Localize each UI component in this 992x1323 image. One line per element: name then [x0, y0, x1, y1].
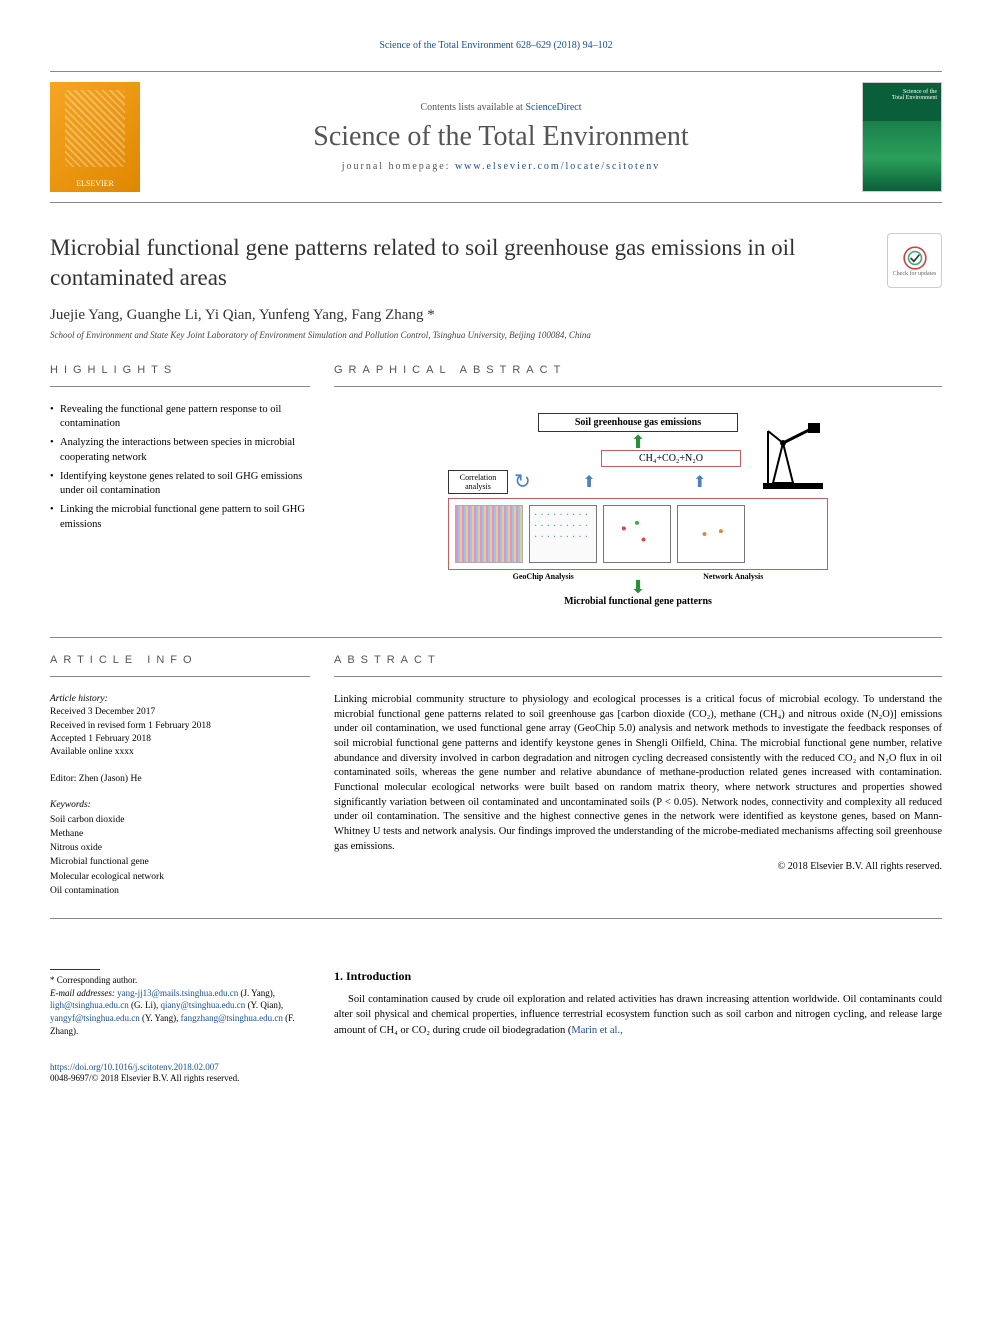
keyword: Molecular ecological network — [50, 870, 310, 884]
email-link[interactable]: yangyf@tsinghua.edu.cn — [50, 1013, 140, 1023]
citation-link[interactable]: Marin et al., — [571, 1025, 622, 1036]
ga-panels-box — [448, 498, 828, 570]
divider — [50, 676, 310, 677]
keyword: Microbial functional gene — [50, 855, 310, 869]
keyword: Oil contamination — [50, 884, 310, 898]
keywords-label: Keywords: — [50, 799, 310, 812]
issn-line: 0048-9697/© 2018 Elsevier B.V. All right… — [50, 1073, 239, 1083]
homepage-link[interactable]: www.elsevier.com/locate/scitotenv — [455, 161, 660, 172]
running-header: Science of the Total Environment 628–629… — [50, 40, 942, 51]
corr-author-label: * Corresponding author. — [50, 974, 310, 987]
publisher-name: ELSEVIER — [76, 179, 114, 188]
journal-masthead: ELSEVIER Contents lists available at Sci… — [50, 71, 942, 203]
masthead-center: Contents lists available at ScienceDirec… — [140, 102, 862, 172]
ga-equation-box: CH₄+CO₂+N₂O — [601, 450, 741, 467]
email-link[interactable]: ligh@tsinghua.edu.cn — [50, 1000, 129, 1010]
ga-panel-network — [603, 505, 671, 563]
divider — [50, 637, 942, 638]
email-link[interactable]: yang-jj13@mails.tsinghua.edu.cn — [117, 988, 238, 998]
email-link[interactable]: qiany@tsinghua.edu.cn — [161, 1000, 246, 1010]
footer-doi-block: https://doi.org/10.1016/j.scitotenv.2018… — [50, 1062, 942, 1085]
contents-list-line: Contents lists available at ScienceDirec… — [140, 102, 862, 113]
ga-panel-network — [677, 505, 745, 563]
article-info: Article history: Received 3 December 201… — [50, 693, 310, 898]
journal-cover-thumb — [862, 82, 942, 192]
email-who: (Y. Qian), — [245, 1000, 283, 1010]
divider — [50, 386, 310, 387]
email-who: (G. Li), — [129, 1000, 161, 1010]
intro-heading: 1. Introduction — [334, 969, 942, 984]
highlight-item: Revealing the functional gene pattern re… — [50, 403, 310, 432]
abstract-text: Linking microbial community structure to… — [334, 693, 942, 855]
keywords-list: Soil carbon dioxide Methane Nitrous oxid… — [50, 813, 310, 899]
divider — [50, 918, 942, 919]
arrow-down-icon: ⬇ — [448, 581, 828, 594]
corresponding-author-block: * Corresponding author. E-mail addresses… — [50, 969, 310, 1038]
elsevier-logo: ELSEVIER — [50, 82, 140, 192]
history-accepted: Accepted 1 February 2018 — [50, 733, 310, 746]
ga-correlation-box: Correlation analysis — [448, 470, 508, 494]
article-title: Microbial functional gene patterns relat… — [50, 233, 887, 293]
email-who: (J. Yang), — [238, 988, 275, 998]
journal-name: Science of the Total Environment — [140, 121, 862, 153]
email-who: (Y. Yang), — [140, 1013, 181, 1023]
highlights-label: HIGHLIGHTS — [50, 364, 310, 376]
highlights-list: Revealing the functional gene pattern re… — [50, 403, 310, 533]
ga-panel-label: Network Analysis — [703, 572, 763, 581]
divider — [334, 676, 942, 677]
highlight-item: Linking the microbial functional gene pa… — [50, 503, 310, 532]
homepage-line: journal homepage: www.elsevier.com/locat… — [140, 161, 862, 172]
highlight-item: Identifying keystone genes related to so… — [50, 470, 310, 499]
email-link[interactable]: fangzhang@tsinghua.edu.cn — [181, 1013, 283, 1023]
editor-line: Editor: Zhen (Jason) He — [50, 773, 310, 786]
keyword: Nitrous oxide — [50, 841, 310, 855]
arrow-up-icon: ⬆ — [537, 472, 642, 492]
ga-bottom-text: Microbial functional gene patterns — [448, 596, 828, 607]
copyright-line: © 2018 Elsevier B.V. All rights reserved… — [334, 861, 942, 872]
highlight-item: Analyzing the interactions between speci… — [50, 436, 310, 465]
abstract-label: ABSTRACT — [334, 654, 942, 666]
affiliation: School of Environment and State Key Join… — [50, 330, 942, 340]
ga-top-box: Soil greenhouse gas emissions — [538, 413, 738, 432]
check-updates-badge[interactable]: Check for updates — [887, 233, 942, 288]
email-label: E-mail addresses: — [50, 988, 115, 998]
check-updates-label: Check for updates — [893, 271, 937, 277]
authors-line: Juejie Yang, Guanghe Li, Yi Qian, Yunfen… — [50, 307, 942, 324]
intro-paragraph: Soil contamination caused by crude oil e… — [334, 992, 942, 1038]
article-info-label: ARTICLE INFO — [50, 654, 310, 666]
divider — [334, 386, 942, 387]
history-label: Article history: — [50, 693, 310, 706]
circle-arrow-icon: ↻ — [514, 469, 531, 494]
graphical-abstract: Soil greenhouse gas emissions ⬆ CH₄+CO₂+… — [334, 403, 942, 617]
keyword: Soil carbon dioxide — [50, 813, 310, 827]
intro-text-pre: Soil contamination caused by crude oil e… — [334, 994, 942, 1035]
sciencedirect-link[interactable]: ScienceDirect — [525, 102, 581, 113]
oil-pump-icon — [758, 413, 828, 493]
doi-link[interactable]: https://doi.org/10.1016/j.scitotenv.2018… — [50, 1062, 219, 1072]
history-received: Received 3 December 2017 — [50, 706, 310, 719]
ga-panel-heatmap — [455, 505, 523, 563]
ga-panel-label: GeoChip Analysis — [513, 572, 574, 581]
graphical-abstract-label: GRAPHICAL ABSTRACT — [334, 364, 942, 376]
contents-pre: Contents lists available at — [420, 102, 525, 113]
crossmark-icon — [902, 245, 928, 271]
arrow-up-icon: ⬆ — [647, 472, 752, 492]
history-online: Available online xxxx — [50, 746, 310, 759]
homepage-pre: journal homepage: — [342, 161, 455, 172]
ga-panel-dots — [529, 505, 597, 563]
history-revised: Received in revised form 1 February 2018 — [50, 720, 310, 733]
keyword: Methane — [50, 827, 310, 841]
